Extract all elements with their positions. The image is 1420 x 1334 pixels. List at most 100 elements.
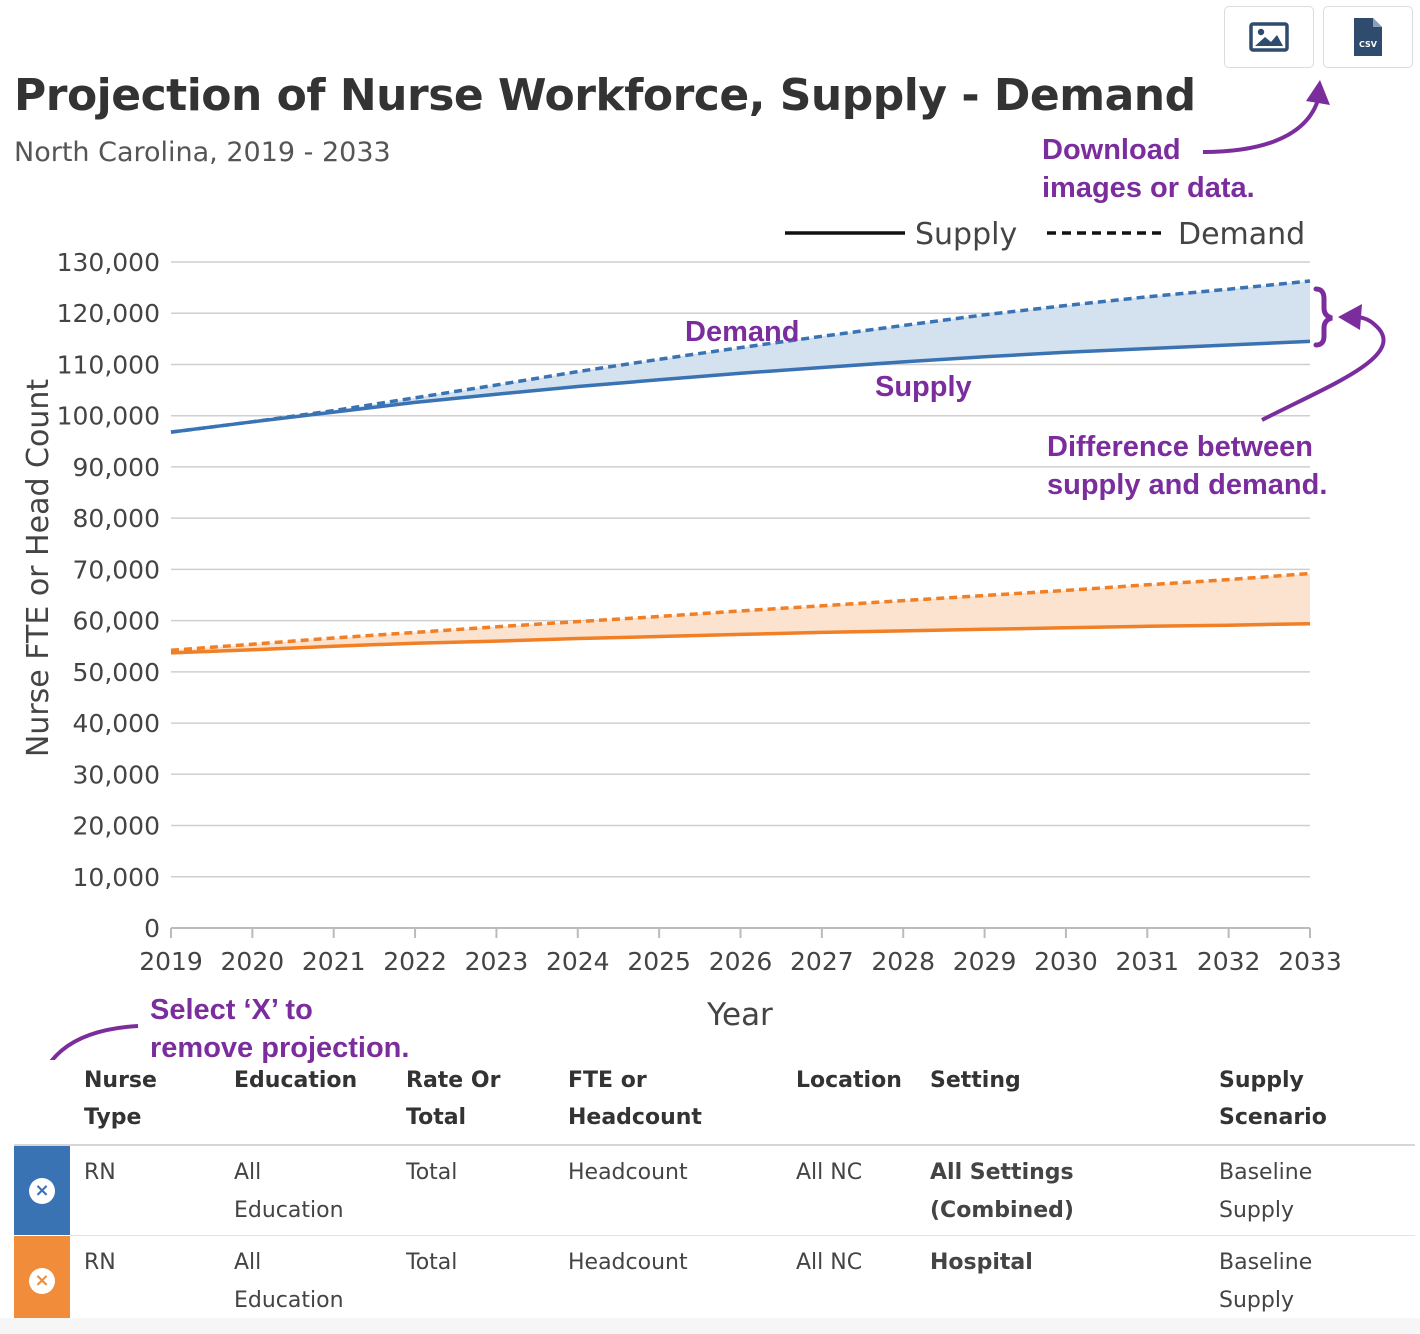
x-tick-label: 2026: [709, 947, 773, 976]
y-tick-label: 130,000: [57, 248, 160, 277]
header-rate-or-total: Rate Or Total: [392, 1060, 554, 1146]
download-annotation-line-2: images or data.: [1042, 172, 1255, 204]
select-x-annotation-line-1: Select ‘X’ to: [150, 994, 313, 1026]
difference-area: [171, 573, 1310, 653]
difference-brace: [1313, 286, 1333, 348]
supply-line: [170, 621, 1311, 655]
projection-table: Nurse Type Education Rate Or Total FTE or H…: [14, 1060, 1415, 1326]
cell-setting: All Settings (Combined): [916, 1145, 1205, 1236]
x-tick-label: 2025: [627, 947, 691, 976]
x-tick-label: 2020: [221, 947, 285, 976]
download-arrow: [1202, 99, 1320, 154]
cell-nurse-type: RN: [70, 1145, 220, 1236]
close-icon: ×: [34, 1179, 50, 1201]
y-axis-title: Nurse FTE or Head Count: [21, 379, 56, 757]
projection-chart: 0 10,000 20,000 30,000 40,000 50,000 60,000 70,…: [21, 80, 1386, 1060]
row-color-block: ×: [14, 1236, 70, 1325]
y-tick-label: 20,000: [73, 812, 160, 841]
header-nurse-type: Nurse Type: [70, 1060, 220, 1146]
remove-projection-button[interactable]: ×: [29, 1267, 55, 1294]
y-tick-label: 0: [144, 914, 160, 943]
cell-location: All NC: [782, 1145, 916, 1236]
page-title: Projection of Nurse Workforce, Supply - …: [14, 70, 1196, 121]
y-tick-label: 40,000: [73, 709, 160, 738]
y-tick-label: 120,000: [57, 299, 160, 328]
download-image-button[interactable]: [1224, 6, 1314, 68]
x-axis-title: Year: [706, 997, 773, 1033]
supply-annotation: Supply: [875, 371, 972, 403]
x-tick-label: 2024: [546, 947, 610, 976]
row-color-swatch: ×: [14, 1235, 70, 1326]
cell-nurse-type: RN: [70, 1235, 220, 1326]
cell-scenario: Baseline Supply: [1205, 1145, 1415, 1236]
axes: 0 10,000 20,000 30,000 40,000 50,000 60,000 70,…: [57, 248, 1342, 976]
x-tick-label: 2028: [871, 947, 935, 976]
demand-line: [170, 279, 1311, 434]
y-tick-label: 100,000: [57, 402, 160, 431]
y-tick-label: 80,000: [73, 504, 160, 533]
difference-areas: [171, 281, 1310, 653]
page-subtitle: North Carolina, 2019 - 2033: [14, 137, 391, 168]
cell-fte: Headcount: [554, 1145, 782, 1236]
select-x-annotation: Select ‘X’ to remove projection.: [150, 991, 409, 1067]
row-color-block: ×: [14, 1146, 70, 1235]
difference-annotation: Difference between supply and demand.: [1047, 428, 1327, 504]
supply-line: [170, 339, 1311, 434]
difference-annotation-line-1: Difference between: [1047, 431, 1313, 463]
x-tick-label: 2027: [790, 947, 854, 976]
x-tick-label: 2021: [302, 947, 366, 976]
legend-supply-label: Supply: [915, 217, 1017, 252]
image-icon: [1249, 22, 1289, 52]
y-tick-label: 10,000: [73, 863, 160, 892]
download-annotation: Download images or data.: [1042, 131, 1255, 207]
x-tick-label: 2022: [383, 947, 447, 976]
remove-projection-button[interactable]: ×: [29, 1177, 55, 1204]
remove-column-header: [14, 1060, 70, 1146]
y-tick-label: 90,000: [73, 453, 160, 482]
cell-rate: Total: [392, 1145, 554, 1236]
cell-education: All Education: [220, 1235, 392, 1326]
download-arrow-head: [1306, 80, 1330, 105]
series-lines: [170, 279, 1311, 655]
bottom-fade: [0, 1318, 1420, 1334]
select-x-arrow: [49, 1024, 139, 1060]
select-x-annotation-line-2: remove projection.: [150, 1032, 410, 1064]
csv-icon-label: CSV: [1359, 40, 1378, 49]
y-tick-label: 30,000: [73, 760, 160, 789]
cell-scenario: Baseline Supply: [1205, 1235, 1415, 1326]
x-tick-label: 2029: [953, 947, 1017, 976]
x-tick-label: 2023: [465, 947, 529, 976]
header-fte-or-headcount: FTE or Headcount: [554, 1060, 782, 1146]
grid-lines: [171, 261, 1310, 878]
x-tick-label: 2032: [1197, 947, 1261, 976]
cell-setting: Hospital: [916, 1235, 1205, 1326]
row-color-swatch: ×: [14, 1145, 70, 1236]
cell-fte: Headcount: [554, 1235, 782, 1326]
header-location: Location: [782, 1060, 916, 1146]
close-icon: ×: [34, 1269, 50, 1291]
y-tick-label: 70,000: [73, 555, 160, 584]
demand-line: [170, 571, 1311, 653]
cell-rate: Total: [392, 1235, 554, 1326]
difference-area: [171, 281, 1310, 433]
difference-annotation-line-2: supply and demand.: [1047, 469, 1328, 501]
header-education: Education: [220, 1060, 392, 1146]
header-supply-scenario: Supply Scenario: [1205, 1060, 1415, 1146]
legend-demand-label: Demand: [1178, 217, 1305, 252]
x-tick-label: 2019: [139, 947, 203, 976]
table-header-row: Nurse Type Education Rate Or Total FTE or H…: [14, 1060, 1415, 1146]
demand-annotation: Demand: [685, 316, 799, 348]
table-row: × RN All Education Total Headcount All NC…: [14, 1235, 1415, 1326]
cell-education: All Education: [220, 1145, 392, 1236]
difference-arrow-head: [1338, 304, 1362, 330]
cell-location: All NC: [782, 1235, 916, 1326]
y-tick-label: 50,000: [73, 658, 160, 687]
download-csv-button[interactable]: CSV: [1323, 6, 1413, 68]
x-tick-label: 2031: [1115, 947, 1179, 976]
legend: Supply Demand: [785, 217, 1305, 252]
table-row: × RN All Education Total Headcount All NC…: [14, 1145, 1415, 1236]
csv-file-icon: CSV: [1354, 18, 1382, 56]
x-tick-label: 2030: [1034, 947, 1098, 976]
y-tick-label: 110,000: [57, 350, 160, 379]
download-annotation-line-1: Download: [1042, 134, 1181, 166]
